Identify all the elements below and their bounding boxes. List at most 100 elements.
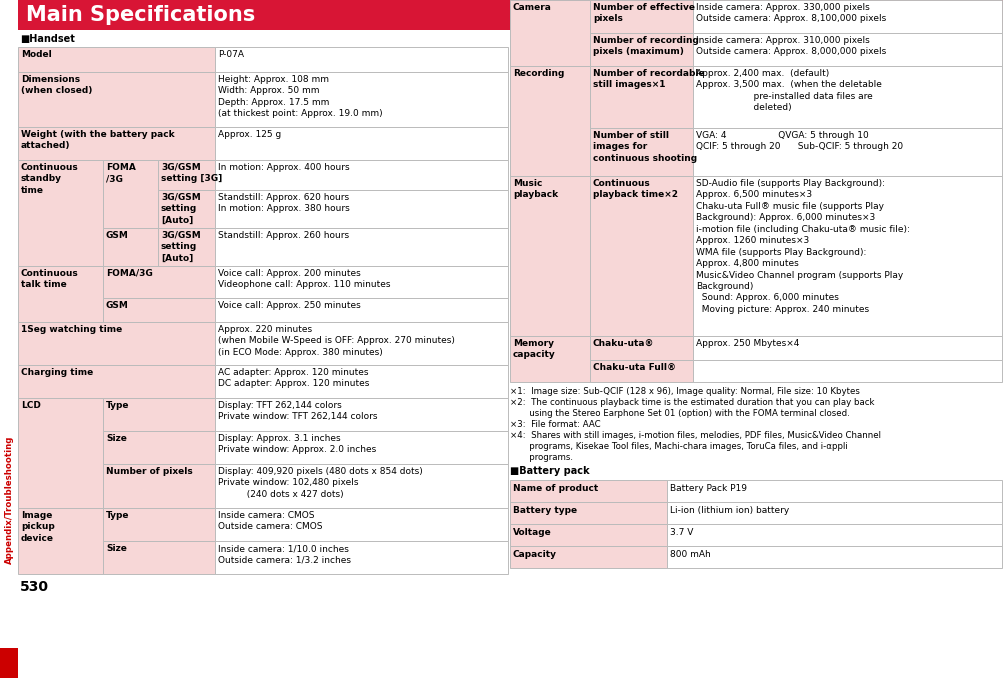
- Bar: [0, 648, 18, 678]
- Bar: [590, 336, 692, 360]
- Text: Type: Type: [106, 511, 129, 520]
- Text: Display: TFT 262,144 colors
Private window: TFT 262,144 colors: Display: TFT 262,144 colors Private wind…: [218, 401, 377, 422]
- Text: GSM: GSM: [106, 231, 128, 240]
- Text: Approx. 250 Mbytes×4: Approx. 250 Mbytes×4: [695, 339, 798, 348]
- Text: Chaku-uta Full®: Chaku-uta Full®: [593, 363, 675, 372]
- Text: using the Stereo Earphone Set 01 (option) with the FOMA terminal closed.: using the Stereo Earphone Set 01 (option…: [510, 409, 849, 418]
- Text: 1Seg watching time: 1Seg watching time: [21, 325, 122, 334]
- Bar: [18, 365, 215, 398]
- Bar: [215, 190, 508, 228]
- Bar: [692, 33, 1001, 66]
- Text: Image
pickup
device: Image pickup device: [21, 511, 55, 543]
- Text: Camera: Camera: [513, 3, 552, 12]
- Text: Chaku-uta®: Chaku-uta®: [593, 339, 654, 348]
- Bar: [692, 360, 1001, 382]
- Bar: [103, 464, 215, 508]
- Text: Size: Size: [106, 544, 126, 553]
- Bar: [510, 336, 590, 382]
- Text: Approx. 220 minutes
(when Mobile W-Speed is OFF: Approx. 270 minutes)
(in ECO Mo: Approx. 220 minutes (when Mobile W-Speed…: [218, 325, 454, 357]
- Bar: [692, 66, 1001, 128]
- Bar: [157, 190, 215, 228]
- Text: P-07A: P-07A: [218, 50, 244, 59]
- Bar: [215, 508, 508, 541]
- Text: Size: Size: [106, 434, 126, 443]
- Text: Display: 409,920 pixels (480 dots x 854 dots)
Private window: 102,480 pixels
   : Display: 409,920 pixels (480 dots x 854 …: [218, 467, 422, 499]
- Bar: [157, 160, 215, 190]
- Bar: [215, 47, 508, 72]
- Bar: [692, 336, 1001, 360]
- Bar: [215, 365, 508, 398]
- Text: 530: 530: [20, 580, 49, 594]
- Text: Charging time: Charging time: [21, 368, 93, 377]
- Bar: [103, 266, 215, 298]
- Bar: [18, 47, 215, 72]
- Text: ■Battery pack: ■Battery pack: [510, 466, 589, 476]
- Text: Type: Type: [106, 401, 129, 410]
- Text: GSM: GSM: [106, 301, 128, 310]
- Text: Dimensions
(when closed): Dimensions (when closed): [21, 75, 92, 96]
- Text: Main Specifications: Main Specifications: [26, 5, 255, 25]
- Text: Battery type: Battery type: [513, 506, 577, 515]
- Bar: [215, 541, 508, 574]
- Bar: [590, 33, 692, 66]
- Bar: [18, 266, 103, 322]
- Text: Number of pixels: Number of pixels: [106, 467, 193, 476]
- Text: 3G/GSM
setting
[Auto]: 3G/GSM setting [Auto]: [160, 231, 201, 263]
- Bar: [215, 72, 508, 127]
- Text: Inside camera: Approx. 330,000 pixels
Outside camera: Approx. 8,100,000 pixels: Inside camera: Approx. 330,000 pixels Ou…: [695, 3, 886, 24]
- Bar: [510, 480, 667, 502]
- Bar: [590, 66, 692, 128]
- Text: Number of effective
pixels: Number of effective pixels: [593, 3, 694, 24]
- Text: Weight (with the battery pack
attached): Weight (with the battery pack attached): [21, 130, 175, 151]
- Bar: [215, 298, 508, 322]
- Text: Battery Pack P19: Battery Pack P19: [670, 484, 746, 493]
- Text: Standstill: Approx. 620 hours
In motion: Approx. 380 hours: Standstill: Approx. 620 hours In motion:…: [218, 193, 349, 214]
- Bar: [667, 480, 1001, 502]
- Bar: [103, 541, 215, 574]
- Text: Display: Approx. 3.1 inches
Private window: Approx. 2.0 inches: Display: Approx. 3.1 inches Private wind…: [218, 434, 376, 454]
- Bar: [18, 322, 215, 365]
- Text: FOMA/3G: FOMA/3G: [106, 269, 152, 278]
- Bar: [103, 431, 215, 464]
- Text: 3G/GSM
setting
[Auto]: 3G/GSM setting [Auto]: [160, 193, 201, 225]
- Bar: [215, 127, 508, 160]
- Bar: [215, 398, 508, 431]
- Bar: [590, 128, 692, 176]
- Text: Continuous
talk time: Continuous talk time: [21, 269, 78, 290]
- Text: Model: Model: [21, 50, 52, 59]
- Text: Voice call: Approx. 200 minutes
Videophone call: Approx. 110 minutes: Voice call: Approx. 200 minutes Videopho…: [218, 269, 390, 290]
- Bar: [103, 160, 157, 228]
- Bar: [18, 508, 103, 574]
- Text: Inside camera: 1/10.0 inches
Outside camera: 1/3.2 inches: Inside camera: 1/10.0 inches Outside cam…: [218, 544, 351, 565]
- Text: Music
playback: Music playback: [513, 179, 558, 200]
- Text: Li-ion (lithium ion) battery: Li-ion (lithium ion) battery: [670, 506, 789, 515]
- Text: Continuous
standby
time: Continuous standby time: [21, 163, 78, 195]
- Text: Number of recordable
still images×1: Number of recordable still images×1: [593, 69, 704, 89]
- Bar: [103, 508, 215, 541]
- Bar: [510, 176, 590, 336]
- Bar: [18, 127, 215, 160]
- Bar: [215, 464, 508, 508]
- Text: 800 mAh: 800 mAh: [670, 550, 710, 559]
- Bar: [692, 128, 1001, 176]
- Text: VGA: 4                  QVGA: 5 through 10
QCIF: 5 through 20      Sub-QCIF: 5 t: VGA: 4 QVGA: 5 through 10 QCIF: 5 throug…: [695, 131, 903, 151]
- Text: SD-Audio file (supports Play Background):
Approx. 6,500 minutes×3
Chaku-uta Full: SD-Audio file (supports Play Background)…: [695, 179, 909, 314]
- Text: FOMA
/3G: FOMA /3G: [106, 163, 135, 184]
- Bar: [510, 524, 667, 546]
- Bar: [667, 502, 1001, 524]
- Bar: [18, 0, 1003, 30]
- Bar: [590, 0, 692, 33]
- Bar: [103, 398, 215, 431]
- Bar: [215, 160, 508, 190]
- Text: Memory
capacity: Memory capacity: [513, 339, 556, 359]
- Bar: [590, 176, 692, 336]
- Text: Number of recording
pixels (maximum): Number of recording pixels (maximum): [593, 36, 698, 57]
- Bar: [157, 228, 215, 266]
- Bar: [18, 160, 103, 266]
- Text: ×4:  Shares with still images, i-motion files, melodies, PDF files, Music&Video : ×4: Shares with still images, i-motion f…: [510, 431, 880, 440]
- Bar: [692, 176, 1001, 336]
- Bar: [103, 298, 215, 322]
- Text: ×2:  The continuous playback time is the estimated duration that you can play ba: ×2: The continuous playback time is the …: [510, 398, 874, 407]
- Text: ■Handset: ■Handset: [20, 34, 75, 44]
- Bar: [215, 266, 508, 298]
